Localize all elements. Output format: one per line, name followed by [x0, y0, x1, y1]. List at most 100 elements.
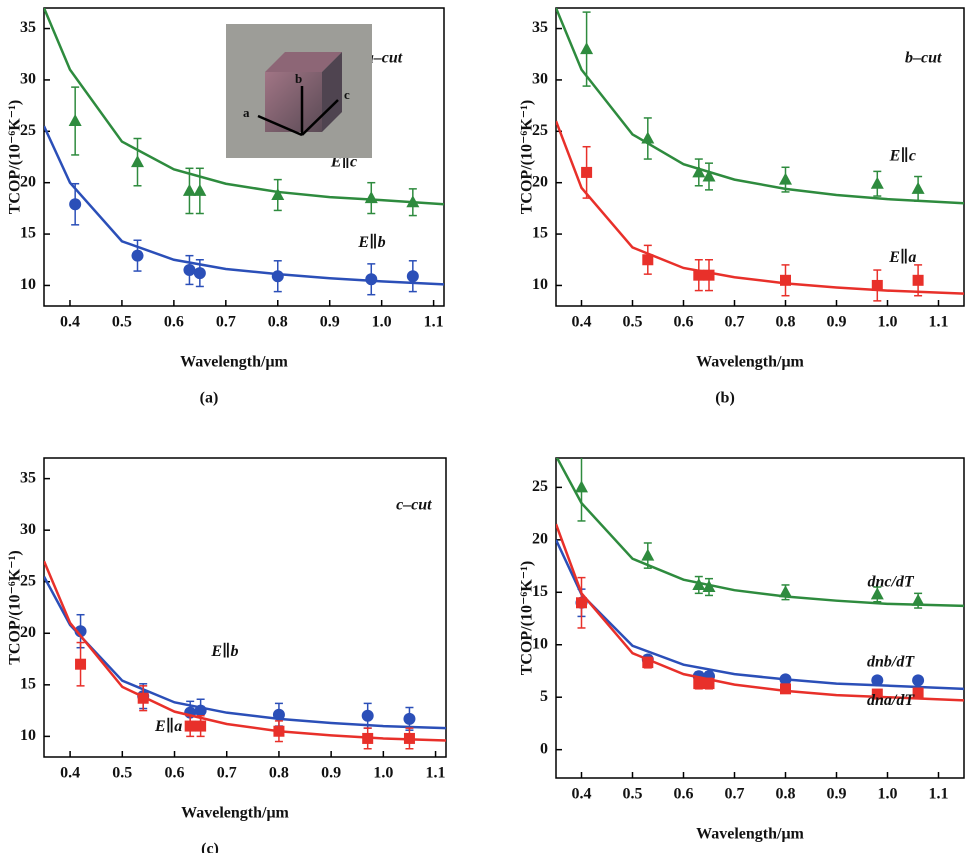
- marker: [912, 274, 924, 286]
- y-tick-label: 15: [532, 225, 548, 242]
- marker: [871, 279, 883, 291]
- marker: [273, 725, 285, 737]
- marker: [131, 155, 145, 168]
- plot-frame: [43, 7, 445, 307]
- x-tick-label: 0.4: [572, 314, 592, 331]
- x-tick-label: 1.1: [929, 314, 949, 331]
- marker: [575, 480, 588, 493]
- x-tick-label: 1.1: [426, 765, 446, 782]
- marker: [403, 712, 416, 725]
- x-tick-label: 0.8: [268, 314, 288, 331]
- marker: [68, 114, 82, 127]
- y-tick-label: 10: [532, 635, 548, 652]
- marker: [779, 172, 792, 185]
- panel-label: (b): [715, 390, 735, 407]
- marker: [131, 249, 144, 262]
- panel: 10 15 20 25 30 35 0.4 0.5 0.6 0.7 0.8 0.9 1.0 1.1 Wave…: [7, 7, 445, 407]
- x-tick-label: 0.6: [674, 786, 694, 803]
- cube-top: [265, 52, 342, 72]
- marker: [271, 270, 284, 283]
- marker: [692, 577, 706, 590]
- y-axis-title: TCOP/(10⁻⁶K⁻¹): [7, 100, 24, 214]
- marker: [703, 269, 715, 281]
- x-axis-title: Wavelength/μm: [696, 826, 804, 843]
- panel-label: (a): [200, 390, 219, 407]
- marker: [403, 732, 415, 744]
- annotation: c–cut: [396, 497, 432, 514]
- marker: [780, 274, 791, 286]
- y-tick-label: 20: [20, 624, 36, 641]
- series-label: E∥b: [357, 233, 385, 251]
- y-tick-label: 25: [532, 122, 548, 139]
- marker: [184, 720, 196, 732]
- marker: [193, 267, 206, 280]
- x-tick-label: 0.4: [60, 765, 80, 782]
- x-tick-label: 0.5: [623, 314, 643, 331]
- x-tick-label: 1.0: [878, 314, 898, 331]
- x-tick-label: 0.6: [164, 314, 184, 331]
- x-tick-label: 0.7: [725, 314, 745, 331]
- fit-curve: [44, 8, 444, 206]
- x-tick-label: 0.7: [217, 765, 237, 782]
- x-tick-label: 1.0: [372, 314, 392, 331]
- fit-curve: [44, 575, 446, 730]
- marker: [271, 188, 285, 201]
- inset-label: c: [344, 87, 350, 102]
- marker: [702, 169, 716, 182]
- marker: [692, 165, 706, 178]
- marker: [362, 732, 374, 744]
- y-tick-label: 15: [20, 675, 36, 692]
- x-tick-label: 0.9: [827, 786, 847, 803]
- x-tick-label: 0.9: [321, 765, 341, 782]
- y-tick-label: 25: [532, 478, 548, 495]
- marker: [779, 673, 792, 686]
- y-tick-label: 25: [20, 122, 36, 139]
- marker: [365, 273, 378, 286]
- series-label: dna/dT: [867, 692, 915, 709]
- y-axis-title: TCOP/(10⁻⁶K⁻¹): [519, 100, 536, 214]
- y-tick-label: 10: [20, 276, 36, 293]
- x-tick-label: 0.7: [725, 786, 745, 803]
- y-tick-label: 20: [532, 531, 548, 548]
- x-tick-label: 0.4: [572, 786, 592, 803]
- panel-label: (c): [201, 841, 219, 853]
- marker: [642, 254, 654, 266]
- plot-frame: [555, 457, 965, 779]
- marker: [193, 183, 207, 196]
- y-tick-label: 25: [20, 572, 36, 589]
- y-tick-label: 5: [540, 688, 548, 705]
- marker: [75, 658, 87, 670]
- inset-label: b: [295, 71, 302, 86]
- marker: [182, 183, 196, 196]
- inset-label: a: [243, 105, 250, 120]
- fit-curve: [556, 120, 964, 295]
- panel: 0 5 10 15 20 25 0.4 0.5 0.6 0.7 0.8 0.9 1.0 1.1 Wavele…: [519, 457, 965, 843]
- marker: [74, 625, 87, 638]
- annotation: b–cut: [905, 49, 942, 66]
- x-tick-label: 0.5: [112, 765, 132, 782]
- fit-curve: [556, 523, 964, 702]
- marker: [641, 548, 655, 561]
- x-tick-label: 0.4: [60, 314, 80, 331]
- marker: [406, 195, 420, 208]
- fit-curve: [44, 125, 444, 286]
- x-axis-title: Wavelength/μm: [180, 354, 288, 371]
- y-axis-title: TCOP/(10⁻⁶K⁻¹): [7, 550, 24, 664]
- series-label: E∥a: [888, 248, 916, 266]
- marker: [779, 585, 792, 598]
- marker: [693, 678, 705, 690]
- marker: [870, 587, 884, 600]
- y-tick-label: 30: [20, 71, 36, 88]
- x-tick-label: 0.9: [827, 314, 847, 331]
- y-tick-label: 10: [20, 727, 36, 744]
- x-tick-label: 1.1: [424, 314, 444, 331]
- x-tick-label: 0.8: [776, 314, 796, 331]
- y-tick-label: 35: [20, 19, 36, 36]
- arrow-c: [301, 99, 339, 136]
- y-tick-label: 35: [532, 19, 548, 36]
- marker: [703, 678, 715, 690]
- x-tick-label: 0.8: [776, 786, 796, 803]
- marker: [870, 176, 884, 189]
- cube-front: [265, 72, 322, 132]
- marker: [581, 166, 593, 178]
